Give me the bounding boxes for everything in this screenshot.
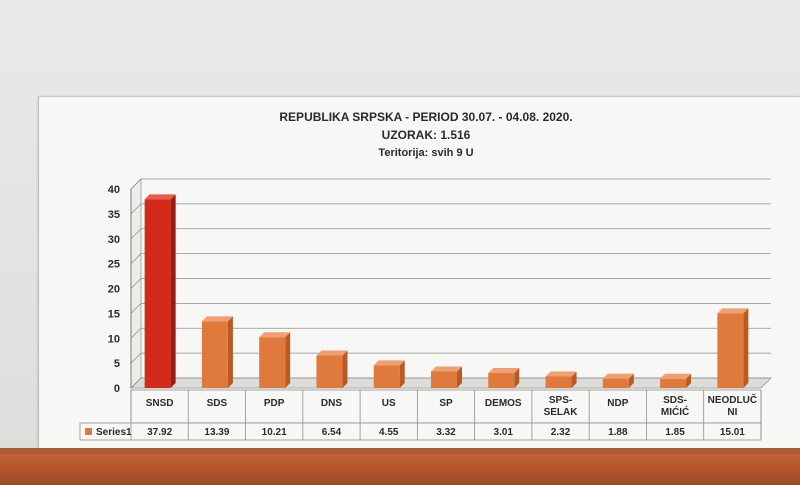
gridline-depth [130, 352, 142, 364]
data-value-label: 3.32 [436, 427, 456, 438]
gridline-depth [130, 203, 142, 215]
bar [316, 350, 348, 388]
data-value-label: 37.92 [147, 427, 172, 438]
data-value-label: 4.55 [379, 427, 399, 438]
category-label: NI [727, 407, 737, 418]
bar [602, 373, 634, 388]
bar-front [144, 199, 171, 388]
bar-side [514, 368, 520, 388]
bar-top [488, 368, 520, 374]
bar-side [686, 373, 692, 388]
bar-front [373, 365, 400, 388]
data-value-label: 6.54 [322, 427, 342, 438]
bar [488, 368, 520, 388]
data-value-label: 15.01 [720, 427, 745, 438]
gridline-depth [130, 377, 142, 389]
bar [259, 332, 291, 388]
table-category-row [130, 389, 762, 424]
data-value-label: 3.01 [494, 427, 514, 438]
bar-side [571, 371, 577, 388]
bar [201, 316, 233, 388]
data-value-label: 13.39 [204, 427, 229, 438]
bar-top [201, 316, 233, 322]
bar [545, 371, 577, 388]
bar [144, 194, 176, 388]
y-tick-label: 15 [108, 308, 120, 320]
data-value-label: 1.85 [665, 427, 685, 438]
category-label: SELAK [544, 407, 579, 418]
category-label: NEODLUČ [708, 393, 757, 406]
category-label: MIĆIĆ [661, 405, 689, 418]
data-value-label: 10.21 [262, 427, 287, 438]
bar-top [717, 308, 749, 314]
bar-front [431, 371, 457, 388]
bar [660, 373, 692, 388]
gridline-depth [130, 327, 142, 339]
legend-series-name: Series1 [96, 427, 132, 438]
chart-title-group: REPUBLIKA SRPSKA - PERIOD 30.07. - 04.08… [279, 110, 572, 159]
category-label: DNS [321, 398, 342, 409]
bar-top [660, 373, 692, 379]
category-label: SDS- [663, 395, 687, 406]
bar-front [488, 373, 515, 388]
category-label: SPS- [549, 395, 572, 406]
chart-title: REPUBLIKA SRPSKA - PERIOD 30.07. - 04.08… [279, 110, 572, 124]
bar [373, 360, 405, 388]
chart-subtitle-territory: Teritorija: svih 9 U [378, 147, 473, 159]
y-tick-label: 40 [108, 184, 120, 196]
bar-top [373, 360, 405, 366]
bar-front [717, 313, 744, 388]
y-tick-label: 10 [108, 333, 120, 345]
bar-side [170, 194, 176, 388]
bar [717, 308, 749, 388]
chart-subtitle: UZORAK: 1.516 [382, 128, 471, 142]
bar-front [316, 355, 343, 388]
gridline-depth [130, 278, 142, 289]
gridline-depth [130, 228, 142, 240]
y-tick-label: 20 [108, 284, 120, 296]
y-tick-label: 5 [114, 358, 120, 370]
bar-side [628, 373, 634, 388]
data-value-label: 1.88 [608, 427, 628, 438]
bar-top [316, 350, 348, 356]
category-label: NDP [607, 398, 628, 409]
legend-swatch [85, 428, 92, 435]
y-tick-label: 0 [114, 383, 120, 395]
bar-side [342, 350, 348, 388]
gridline-depth [130, 253, 142, 264]
bar-side [457, 366, 462, 388]
y-tick-label: 35 [108, 209, 120, 221]
bar-front [201, 321, 228, 388]
y-tick-label: 30 [108, 234, 120, 246]
bar-side [743, 308, 749, 388]
bar-side [227, 316, 233, 388]
category-label: US [382, 398, 396, 409]
data-value-label: 2.32 [551, 427, 571, 438]
bar-front [545, 376, 572, 388]
bar-top [602, 373, 634, 379]
bar-front [602, 378, 629, 388]
bar-side [399, 360, 405, 388]
bar-top [545, 371, 577, 377]
category-label: SP [439, 398, 453, 409]
category-label: PDP [264, 398, 285, 409]
gridline-depth [130, 178, 142, 190]
category-label: SNSD [146, 398, 174, 409]
bar-front [660, 378, 687, 388]
bar-top [144, 194, 176, 200]
gridline-depth [130, 303, 142, 314]
monitor-bezel [0, 448, 800, 485]
data-table: Series1 SNSD 37.92 SDS 13.39 PDP 10.21 DNS 6.54 U… [79, 389, 762, 441]
plot-area: 0 5 10 15 20 25 30 35 40 [108, 178, 772, 395]
y-tick-label: 25 [108, 259, 120, 271]
bar [431, 366, 462, 388]
bar-side [285, 332, 291, 388]
table-value-row [79, 422, 762, 441]
category-label: SDS [207, 398, 228, 409]
bar-front [259, 337, 286, 388]
bar-top [431, 366, 462, 372]
category-label: DEMOS [485, 398, 522, 409]
bar-top [259, 332, 291, 338]
